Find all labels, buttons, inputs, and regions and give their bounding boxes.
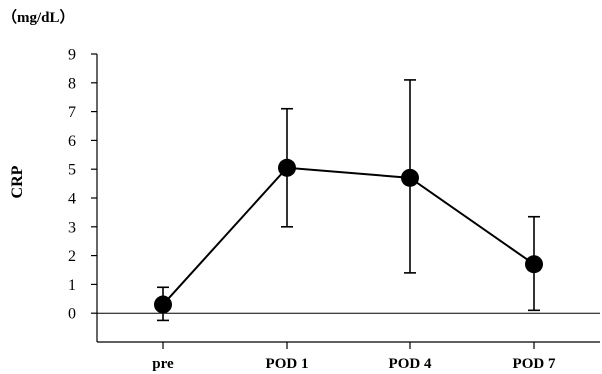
data-point — [278, 158, 296, 177]
y-tick-label: 0 — [68, 306, 76, 323]
y-tick-label: 4 — [68, 191, 76, 208]
y-tick-label: 7 — [68, 104, 76, 121]
data-point — [401, 168, 419, 187]
x-tick-label: POD 7 — [513, 356, 556, 372]
y-tick-label: 2 — [68, 248, 76, 265]
y-tick-label: 5 — [68, 162, 76, 179]
unit-label: （mg/dL） — [2, 8, 75, 26]
data-point — [154, 295, 172, 314]
y-tick-label: 6 — [68, 133, 76, 150]
x-tick-label: pre — [152, 356, 174, 372]
x-tick-label: POD 4 — [389, 356, 432, 372]
y-tick-label: 1 — [68, 277, 76, 294]
axes — [96, 54, 600, 343]
y-axis-label: CRP — [9, 165, 26, 198]
y-tick-label: 8 — [68, 75, 76, 92]
y-tick-label: 9 — [68, 47, 76, 64]
series-group — [154, 79, 543, 322]
x-ticks: pre POD 1 POD 4 POD 7 — [152, 342, 556, 372]
x-tick-label: POD 1 — [266, 356, 309, 372]
data-point — [525, 255, 543, 274]
series-line — [162, 166, 535, 306]
y-ticks: 0 1 2 3 4 5 6 7 8 9 — [68, 47, 97, 323]
y-tick-label: 3 — [68, 219, 76, 236]
